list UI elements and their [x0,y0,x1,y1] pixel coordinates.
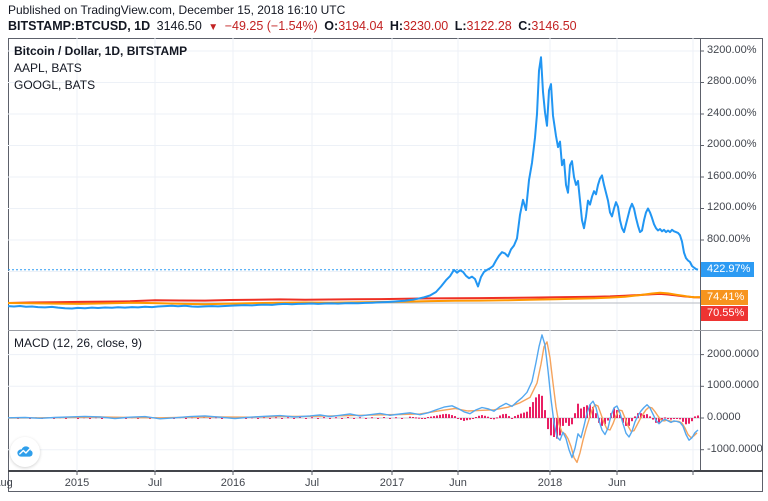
last-price: 3146.50 [156,19,202,33]
low-value: 3122.28 [466,19,512,33]
time-tick-label: Jun [608,477,626,489]
time-tick-label: 2016 [220,477,246,489]
symbol-title: BITSTAMP:BTCUSD, 1D [8,19,151,33]
time-axis-divider [8,470,763,472]
time-tick-label: Jul [304,477,320,489]
change-value: −49.25 (−1.54%) [224,19,318,33]
price-axis-value-badge: 74.41% [701,290,749,305]
high-label: H: [389,19,404,33]
main-legend: Bitcoin / Dollar, 1D, BITSTAMP AAPL, BAT… [14,43,187,94]
chart-plot-area[interactable] [8,38,700,471]
legend-item-btcusd[interactable]: Bitcoin / Dollar, 1D, BITSTAMP [14,44,188,58]
open-value: 3194.04 [338,19,384,33]
price-tick-label: 1600.00% [707,169,757,182]
open-label: O: [324,19,339,33]
tradingview-cloud-icon [17,446,33,457]
price-axis[interactable] [701,38,763,471]
time-tick-label: Jul [147,477,163,489]
price-tick-label: 2400.00% [707,106,757,119]
macd-tick-label: 1000.0000 [707,379,759,392]
price-axis-value-badge: 70.55% [701,306,749,321]
price-tick-label: 2800.00% [707,75,757,88]
high-value: 3230.00 [403,19,449,33]
price-axis-divider [700,38,701,471]
time-tick-label: Jun [449,477,467,489]
time-tick-label: 2018 [537,477,563,489]
low-label: L: [454,19,467,33]
down-triangle-icon: ▼ [208,22,219,33]
legend-item-googl[interactable]: GOOGL, BATS [14,78,96,92]
tradingview-logo[interactable] [10,437,40,467]
time-tick-label: 2017 [379,477,405,489]
price-tick-label: 1200.00% [707,201,757,214]
price-tick-label: 2000.00% [707,138,757,151]
price-axis-value-badge: 422.97% [701,262,755,277]
panel-divider [8,330,763,331]
time-tick-label: Aug [0,477,13,489]
price-tick-label: 3200.00% [707,43,757,56]
time-tick-label: 2015 [64,477,90,489]
macd-tick-label: -1000.0000 [707,442,763,455]
legend-item-aapl[interactable]: AAPL, BATS [14,61,82,75]
price-tick-label: 800.00% [707,232,751,245]
macd-legend[interactable]: MACD (12, 26, close, 9) [14,336,143,350]
macd-tick-label: 2000.0000 [707,347,759,360]
close-value: 3146.50 [531,19,577,33]
macd-tick-label: 0.0000 [707,410,741,423]
published-line: Published on TradingView.com, December 1… [8,3,346,17]
symbol-info-bar: BITSTAMP:BTCUSD, 1D 3146.50 ▼ −49.25 (−1… [8,19,580,35]
close-label: C: [518,19,532,33]
